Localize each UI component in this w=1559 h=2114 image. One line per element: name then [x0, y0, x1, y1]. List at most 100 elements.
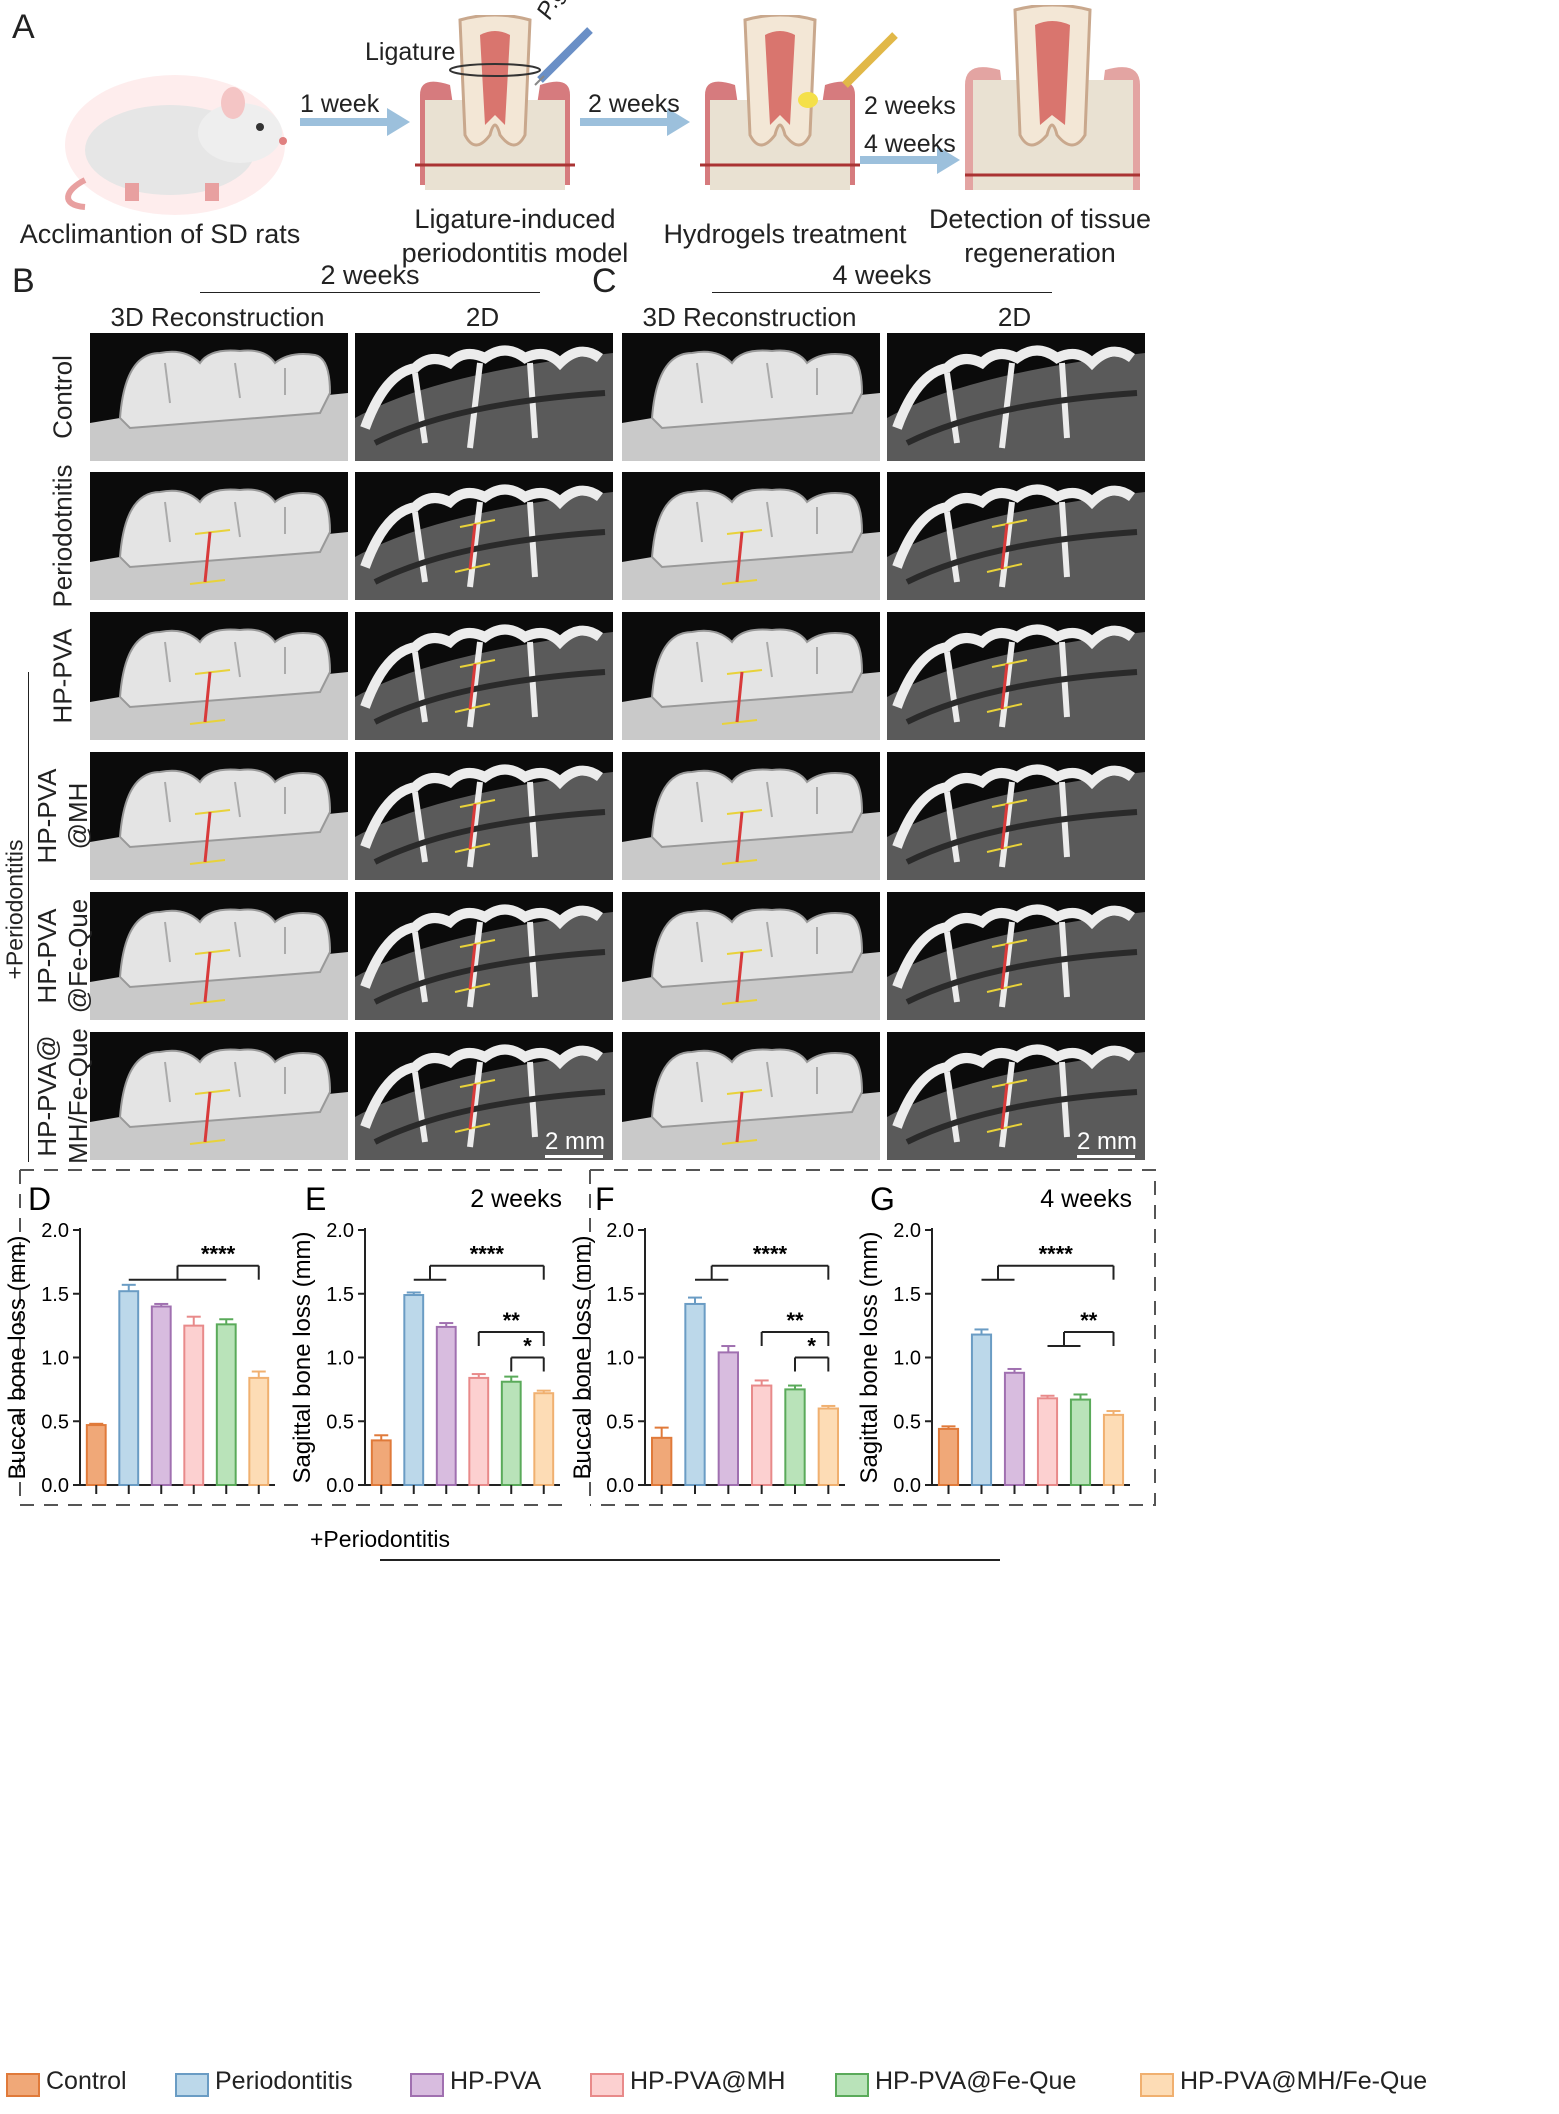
microct-2d-row1-col2 [355, 333, 613, 461]
y-tick-label: 0.5 [606, 1411, 634, 1433]
sig-label: * [807, 1334, 816, 1359]
step3-caption: Hydrogels treatment [663, 219, 907, 249]
y-tick-label: 0.5 [41, 1411, 69, 1433]
microct-3d-row6-col3 [622, 1032, 880, 1160]
scalebar-2weeks [545, 1155, 603, 1158]
y-tick-label: 1.5 [893, 1284, 921, 1306]
panel-c-label: C [592, 262, 617, 300]
arrow-3-label-b: 4 weeks [864, 130, 956, 158]
scalebar-4weeks-label: 2 mm [1077, 1128, 1137, 1155]
row-label-6: HP-PVA@ MH/Fe-Que [32, 1028, 93, 1164]
bar-3 [435, 1325, 457, 1487]
microct-3d-row4-col3 [622, 752, 880, 880]
step2-caption-line2: periodontitis model [401, 238, 629, 268]
y-tick-label: 1.5 [326, 1284, 354, 1306]
microct-3d-row4-col1 [90, 752, 348, 880]
bar-1 [651, 1436, 673, 1486]
arrow-1-label: 1 week [300, 90, 380, 118]
row-label-line: HP-PVA [31, 908, 62, 1004]
sig-label: **** [201, 1242, 236, 1267]
legend-swatch-1 [6, 2073, 40, 2097]
y-tick-label: 2.0 [606, 1220, 634, 1242]
y-tick-label: 1.5 [41, 1284, 69, 1306]
y-axis-label: Buccal bone loss (mm) [4, 1235, 31, 1479]
microct-2d-row4-col4 [887, 752, 1145, 880]
row-label-1: Control [42, 333, 84, 461]
bar-1 [85, 1424, 107, 1486]
bar-5 [1069, 1398, 1092, 1486]
microct-3d-row6-col1 [90, 1032, 348, 1160]
bar-6 [817, 1407, 840, 1486]
bar-5 [784, 1388, 806, 1486]
row-label-line: HP-PVA@ [31, 1035, 62, 1157]
microct-3d-row5-col3 [622, 892, 880, 1020]
legend-label-2: Periodontitis [215, 2067, 353, 2095]
step4-caption-line1: Detection of tissue [928, 204, 1152, 234]
panel-b-label: B [12, 262, 35, 300]
bar-6 [533, 1392, 555, 1486]
y-tick-label: 0.5 [893, 1411, 921, 1433]
bar-6 [248, 1376, 270, 1487]
row-label-5: HP-PVA @Fe-Que [32, 892, 93, 1020]
chart-title: 4 weeks [1040, 1185, 1132, 1213]
row-label-line: HP-PVA [47, 628, 78, 724]
step2-caption-line1: Ligature-induced [414, 204, 616, 234]
periodontitis-bracket-line [28, 672, 29, 1162]
bar-3 [150, 1305, 172, 1486]
y-tick-label: 2.0 [41, 1220, 69, 1242]
scalebar-2weeks-label: 2 mm [545, 1128, 605, 1155]
sig-label: ** [1080, 1308, 1098, 1333]
microct-3d-row3-col3 [622, 612, 880, 740]
microct-3d-row1-col3 [622, 333, 880, 461]
microct-2d-row2-col4 [887, 472, 1145, 600]
panel-c-col2: 2D [997, 302, 1032, 332]
syringe-hydrogel-icon [842, 32, 898, 88]
microct-2d-row5-col4 [887, 892, 1145, 1020]
panel-g-label: G [870, 1181, 895, 1217]
legend-label-5: HP-PVA@Fe-Que [875, 2067, 1077, 2095]
microct-2d-row5-col2 [355, 892, 613, 1020]
legend-label-3: HP-PVA [450, 2067, 542, 2095]
microct-3d-row5-col1 [90, 892, 348, 1020]
frame-right [589, 1169, 1156, 1506]
bar-3 [717, 1351, 740, 1487]
row-label-line: Control [47, 355, 78, 439]
bar-5 [500, 1380, 522, 1486]
microct-2d-row2-col2 [355, 472, 613, 600]
bar-5 [215, 1323, 237, 1486]
arrow-2 [580, 108, 690, 136]
step4-caption-line2: regeneration [964, 238, 1116, 268]
microct-2d-row4-col2 [355, 752, 613, 880]
y-tick-label: 2.0 [326, 1220, 354, 1242]
step1-caption: Acclimantion of SD rats [19, 219, 301, 249]
tooth-ligature-illustration [415, 15, 575, 190]
y-tick-label: 0.5 [326, 1411, 354, 1433]
frame-left [19, 1169, 565, 1506]
sig-label: ** [503, 1308, 521, 1333]
microct-2d-row6-col4 [887, 1032, 1145, 1160]
bar-3 [1003, 1371, 1026, 1487]
legend-label-1: Control [46, 2067, 127, 2095]
row-label-4: HP-PVA @MH [32, 752, 93, 880]
legend-label-6: HP-PVA@MH/Fe-Que [1180, 2067, 1428, 2095]
panel-d-label: D [28, 1181, 51, 1217]
bar-4 [1036, 1397, 1059, 1487]
y-tick-label: 0.0 [41, 1475, 69, 1497]
arrow-3-label-a: 2 weeks [864, 92, 956, 120]
row-label-3: HP-PVA [42, 612, 84, 740]
sig-label: * [523, 1334, 532, 1359]
panel-a-label: A [12, 8, 35, 46]
panel-b-col2: 2D [465, 302, 500, 332]
bar-4 [751, 1384, 773, 1487]
panel-b-period-rule [200, 292, 540, 293]
bar-2 [403, 1294, 425, 1487]
y-axis-label: Sagittal bone loss (mm) [289, 1231, 316, 1483]
panel-b-col1: 3D Reconstruction [110, 302, 325, 332]
row-label-2: Periodotnitis [42, 464, 84, 607]
row-label-line: Periodotnitis [47, 464, 78, 608]
microct-3d-row2-col1 [90, 472, 348, 600]
arrow-2-label: 2 weeks [588, 90, 680, 118]
panel-c-period: 4 weeks [832, 260, 932, 290]
panel-b-period: 2 weeks [320, 260, 420, 290]
y-axis-label: Buccal bone loss (mm) [569, 1235, 596, 1479]
